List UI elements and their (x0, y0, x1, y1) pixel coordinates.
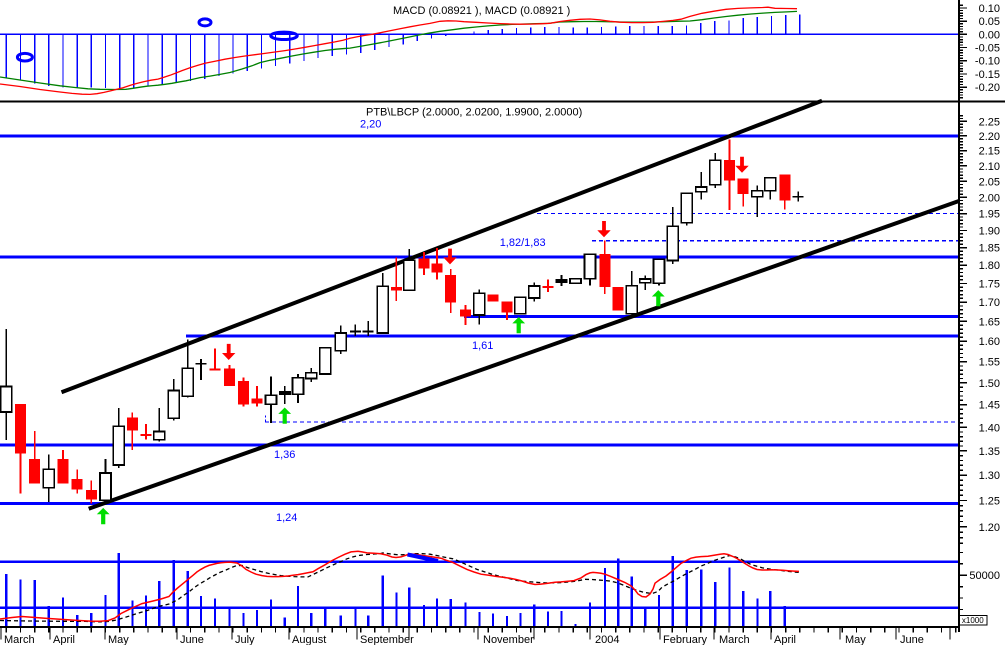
svg-text:1.30: 1.30 (979, 470, 1000, 482)
svg-text:April: April (774, 634, 796, 645)
svg-text:2,20: 2,20 (360, 119, 381, 131)
svg-text:1,24: 1,24 (276, 512, 297, 524)
svg-text:1.25: 1.25 (979, 495, 1000, 507)
svg-text:2.05: 2.05 (979, 176, 1000, 188)
svg-text:1.80: 1.80 (979, 260, 1000, 272)
svg-text:1.70: 1.70 (979, 297, 1000, 309)
svg-text:-0.20: -0.20 (975, 82, 1000, 94)
svg-text:1.40: 1.40 (979, 422, 1000, 434)
svg-text:2.15: 2.15 (979, 146, 1000, 158)
svg-text:1.65: 1.65 (979, 316, 1000, 328)
svg-text:2.20: 2.20 (979, 131, 1000, 143)
svg-text:1,36: 1,36 (274, 449, 295, 461)
svg-text:November: November (483, 634, 534, 645)
svg-text:0.10: 0.10 (979, 3, 1000, 15)
svg-text:50000: 50000 (969, 570, 1000, 582)
svg-text:-0.05: -0.05 (975, 43, 1000, 55)
svg-text:September: September (360, 634, 414, 645)
svg-text:2.10: 2.10 (979, 161, 1000, 173)
svg-text:1.35: 1.35 (979, 446, 1000, 458)
svg-text:May: May (845, 634, 866, 645)
svg-text:1,82/1,83: 1,82/1,83 (500, 237, 546, 249)
svg-text:August: August (292, 634, 326, 645)
svg-text:1.45: 1.45 (979, 400, 1000, 412)
svg-text:1.95: 1.95 (979, 209, 1000, 221)
svg-text:1.90: 1.90 (979, 225, 1000, 237)
svg-text:2004: 2004 (595, 634, 619, 645)
svg-text:x1000: x1000 (962, 616, 984, 625)
svg-text:2.25: 2.25 (979, 116, 1000, 128)
svg-text:June: June (180, 634, 204, 645)
svg-text:1.55: 1.55 (979, 357, 1000, 369)
svg-text:1.50: 1.50 (979, 378, 1000, 390)
svg-text:-0.10: -0.10 (975, 56, 1000, 68)
svg-text:1.20: 1.20 (979, 522, 1000, 534)
svg-text:1.75: 1.75 (979, 278, 1000, 290)
svg-text:0.00: 0.00 (979, 29, 1000, 41)
svg-text:1.85: 1.85 (979, 243, 1000, 255)
svg-text:1.60: 1.60 (979, 336, 1000, 348)
svg-text:April: April (53, 634, 75, 645)
svg-text:1,61: 1,61 (472, 340, 493, 352)
svg-text:March: March (719, 634, 750, 645)
svg-text:June: June (900, 634, 924, 645)
svg-text:MACD (0.08921 ), MACD (0.08921: MACD (0.08921 ), MACD (0.08921 ) (393, 5, 570, 17)
svg-text:0.05: 0.05 (979, 16, 1000, 28)
svg-text:2.00: 2.00 (979, 192, 1000, 204)
svg-text:March: March (4, 634, 35, 645)
svg-text:July: July (235, 634, 255, 645)
svg-text:-0.15: -0.15 (975, 69, 1000, 81)
svg-text:February: February (663, 634, 708, 645)
svg-text:PTB\LBCP (2.0000, 2.0200, 1.99: PTB\LBCP (2.0000, 2.0200, 1.9900, 2.0000… (366, 106, 582, 118)
svg-text:May: May (108, 634, 129, 645)
